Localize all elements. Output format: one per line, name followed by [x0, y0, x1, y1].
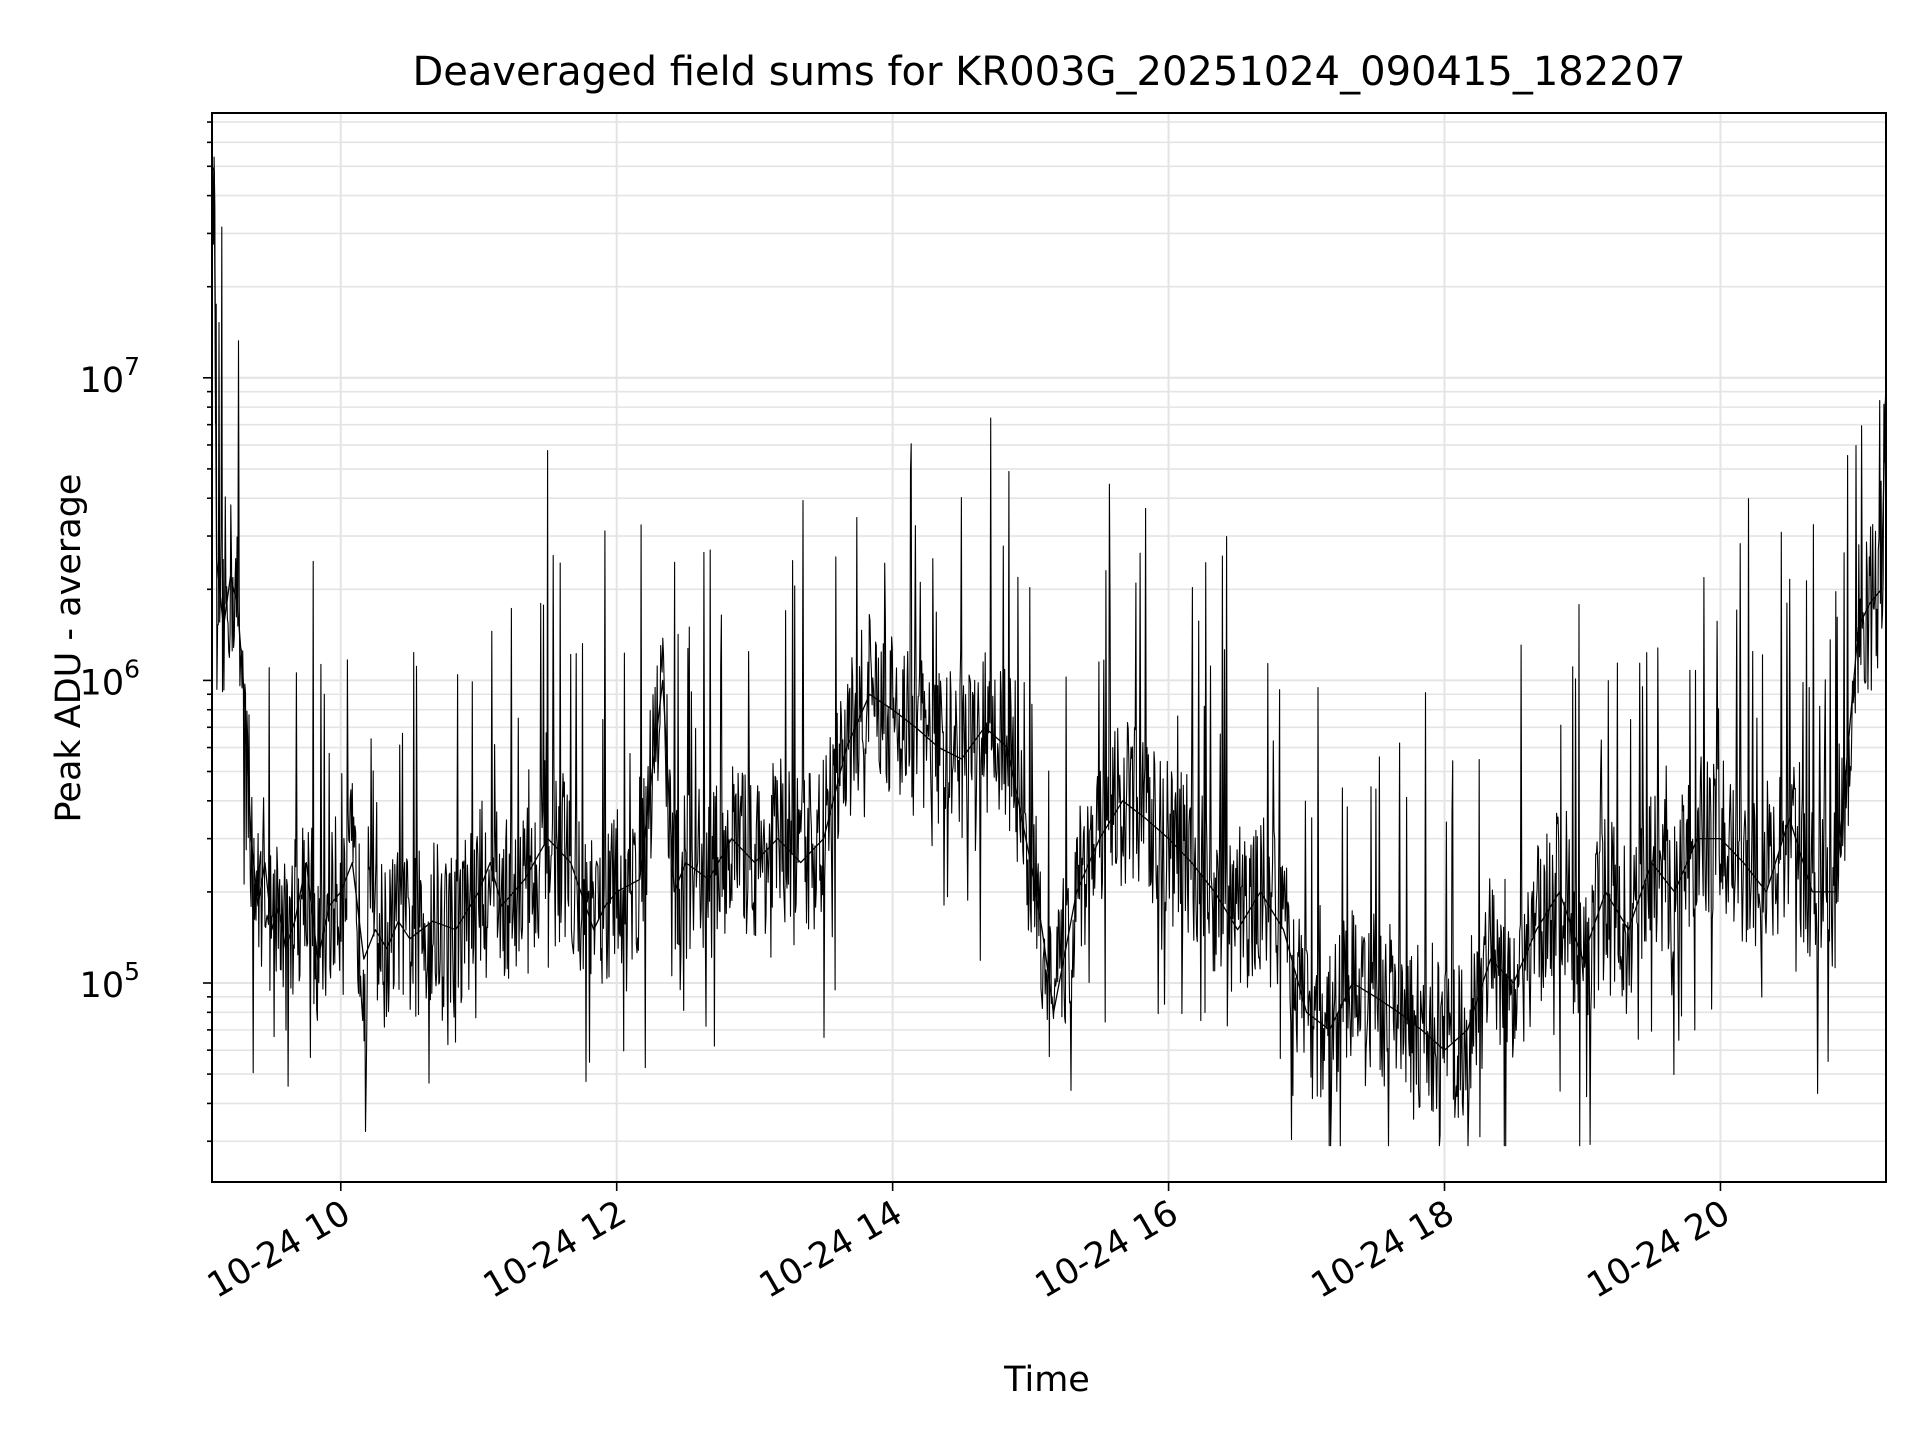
series-noise-band [211, 156, 1887, 1147]
y-tick-label: 105 [80, 957, 140, 1006]
series-layer [211, 156, 1887, 1147]
plot-frame [211, 112, 1887, 1183]
chart-title: Deaveraged field sums for KR003G_2025102… [412, 49, 1685, 95]
y-axis-label: Peak ADU - average [49, 474, 89, 823]
series-line [211, 166, 1887, 1051]
x-axis-label: Time [1003, 1360, 1090, 1400]
y-tick-label: 107 [80, 352, 140, 401]
y-tick-label: 106 [80, 654, 140, 703]
